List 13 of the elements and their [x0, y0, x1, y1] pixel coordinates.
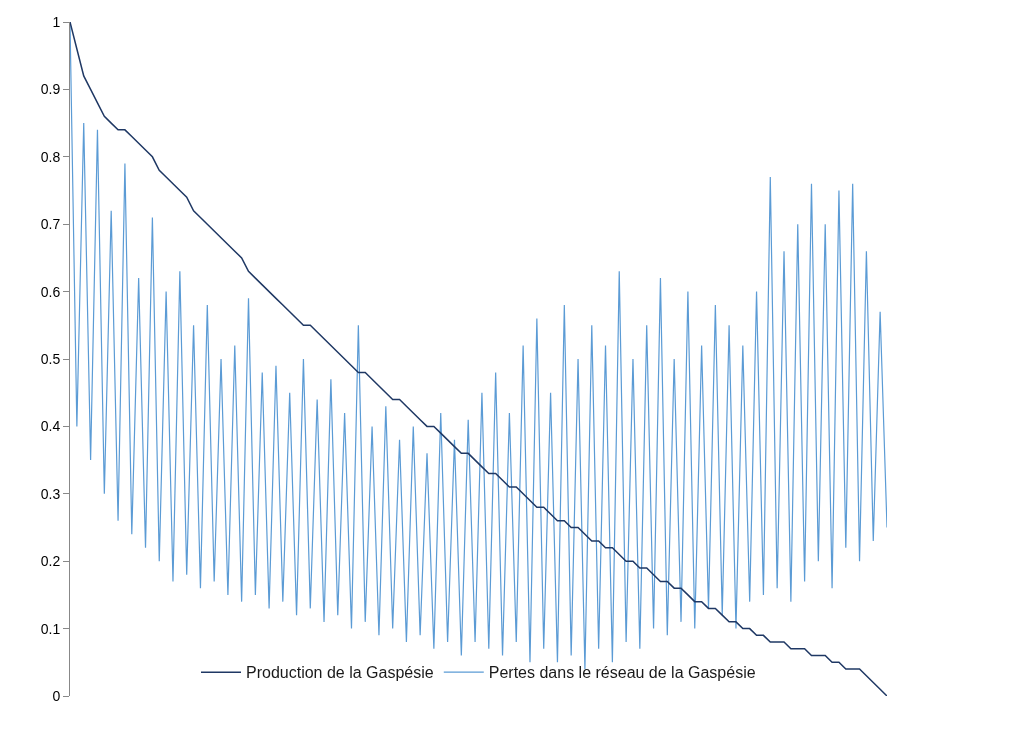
y-tick-label: 0.6 [40, 283, 61, 300]
y-tick-label: 1 [52, 13, 61, 30]
y-tick-label: 0.2 [40, 553, 61, 570]
legend-label: Pertes dans le réseau de la Gaspésie [488, 664, 756, 682]
y-tick-label: 0.7 [40, 216, 61, 233]
y-tick-label: 0.4 [40, 418, 61, 435]
legend-label: Production de la Gaspésie [246, 664, 434, 682]
y-tick-label: 0.8 [40, 148, 61, 165]
y-tick-label: 0.3 [40, 485, 61, 502]
y-tick-label: 0.9 [40, 81, 61, 98]
y-tick-label: 0.1 [40, 620, 61, 637]
y-tick-label: 0.5 [40, 350, 61, 367]
y-tick-label: 0 [52, 687, 61, 704]
